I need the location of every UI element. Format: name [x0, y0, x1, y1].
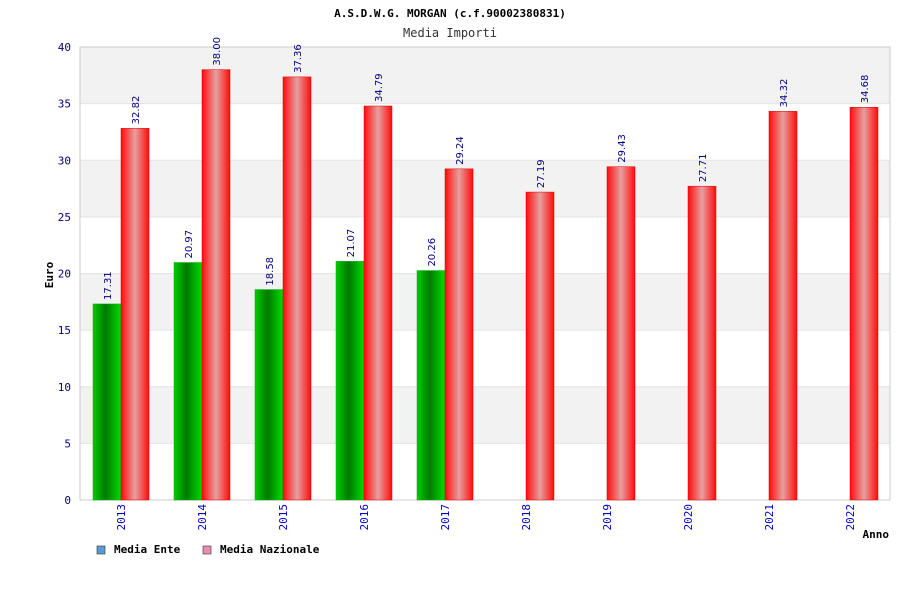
legend: Media Ente Media Nazionale — [96, 543, 320, 556]
y-axis-title: Euro — [43, 261, 56, 288]
grid-band — [80, 160, 890, 217]
x-tick-label: 2020 — [682, 504, 695, 531]
y-tick-label: 10 — [58, 381, 71, 394]
value-label: 20.26 — [427, 238, 438, 267]
y-tick-label: 15 — [58, 324, 71, 337]
legend-swatch-media-ente — [96, 545, 106, 555]
bar-media-nazionale-2017 — [444, 168, 474, 501]
x-axis: 2013 2014 2015 2016 2017 2018 2019 2020 2021 2022 — [115, 504, 857, 531]
value-label: 21.07 — [346, 229, 357, 258]
x-tick-label: 2022 — [844, 504, 857, 531]
value-label: 32.82 — [131, 96, 142, 125]
y-tick-label: 40 — [58, 41, 71, 54]
y-tick-label: 0 — [64, 494, 71, 507]
legend-label-media-nazionale: Media Nazionale — [220, 543, 320, 556]
y-tick-label: 20 — [58, 268, 71, 281]
x-tick-label: 2019 — [601, 504, 614, 531]
x-axis-title: Anno — [863, 528, 890, 541]
value-label: 29.24 — [455, 136, 466, 165]
value-label: 37.36 — [293, 44, 304, 73]
bar-media-nazionale-2013 — [120, 128, 150, 501]
chart-subtitle: Media Importi — [403, 26, 497, 40]
value-labels: 17.31 32.82 20.97 38.00 18.58 37.36 21.07 34.79… — [103, 37, 871, 300]
bar-media-nazionale-2022 — [849, 106, 879, 501]
bar-media-nazionale-2014 — [201, 69, 231, 501]
x-tick-label: 2013 — [115, 504, 128, 531]
y-tick-label: 35 — [58, 98, 71, 111]
y-tick-label: 5 — [64, 437, 71, 450]
value-label: 34.79 — [374, 73, 385, 102]
bar-media-nazionale-2019 — [606, 166, 636, 501]
grid-band — [80, 103, 890, 161]
x-tick-label: 2018 — [520, 504, 533, 531]
x-tick-label: 2014 — [196, 504, 209, 531]
value-label: 17.31 — [103, 271, 114, 300]
grid-band — [80, 47, 890, 104]
x-tick-label: 2015 — [277, 504, 290, 531]
value-label: 20.97 — [184, 230, 195, 259]
bars — [92, 69, 879, 501]
bar-media-nazionale-2016 — [363, 105, 393, 501]
bar-media-ente-2014 — [173, 262, 203, 501]
bar-media-ente-2016 — [335, 261, 365, 501]
value-label: 27.19 — [536, 159, 547, 188]
bar-media-ente-2013 — [92, 303, 122, 501]
bar-media-ente-2017 — [416, 270, 446, 501]
y-tick-label: 30 — [58, 154, 71, 167]
bar-media-nazionale-2021 — [768, 111, 798, 501]
y-tick-label: 25 — [58, 211, 71, 224]
legend-swatch-media-nazionale — [202, 545, 212, 555]
value-label: 18.58 — [265, 257, 276, 286]
bar-media-nazionale-2015 — [282, 76, 312, 501]
bar-media-nazionale-2020 — [687, 185, 717, 501]
plot-area-border — [79, 46, 891, 501]
legend-label-media-ente: Media Ente — [114, 543, 181, 556]
x-tick-label: 2016 — [358, 504, 371, 531]
x-tick-label: 2021 — [763, 504, 776, 531]
value-label: 34.32 — [779, 79, 790, 108]
bar-media-nazionale-2018 — [525, 191, 555, 501]
value-label: 29.43 — [617, 134, 628, 163]
x-tick-label: 2017 — [439, 504, 452, 531]
chart-title: A.S.D.W.G. MORGAN (c.f.90002380831) — [334, 7, 566, 20]
value-label: 34.68 — [860, 75, 871, 104]
value-label: 38.00 — [212, 37, 223, 66]
y-axis: 0 5 10 15 20 25 30 35 40 — [58, 41, 71, 507]
bar-media-ente-2015 — [254, 289, 284, 501]
value-label: 27.71 — [698, 154, 709, 183]
